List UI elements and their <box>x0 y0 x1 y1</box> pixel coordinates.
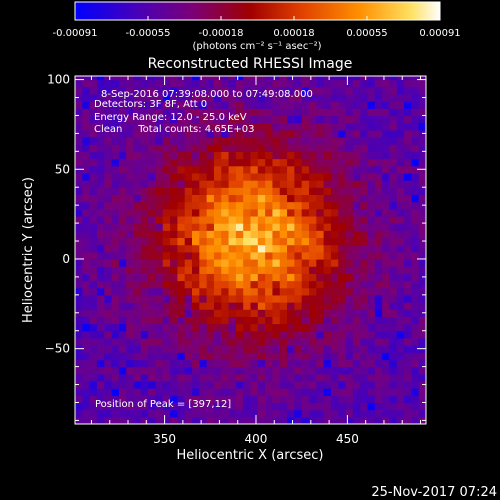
y-tick-label: 50 <box>55 162 70 176</box>
colorbar-tick-label: 0.00055 <box>346 28 387 39</box>
footer-timestamp: 25-Nov-2017 07:24 <box>371 485 497 500</box>
colorbar-tick-label: 0.00091 <box>419 28 460 39</box>
axis-ticks <box>75 76 426 424</box>
plot-frame <box>74 75 427 425</box>
colorbar-tick-label: 0.00018 <box>273 28 314 39</box>
x-tick-label: 450 <box>336 432 359 446</box>
colorbar-tick-label: -0.00091 <box>53 28 98 39</box>
x-axis-label: Heliocentric X (arcsec) <box>177 448 324 463</box>
heatmap-image <box>75 76 426 424</box>
colorbar-tick-label: -0.00055 <box>126 28 171 39</box>
colorbar-ticks <box>74 16 441 20</box>
annotation-block: 8-Sep-2016 07:39:08.000 to 07:49:08.000 … <box>94 89 313 135</box>
peak-position-label: Position of Peak = [397,12] <box>95 399 231 410</box>
y-tick-label: 0 <box>62 252 70 266</box>
y-tick-label: −50 <box>45 342 70 356</box>
annotation-detectors: Detectors: 3F 8F, Att 0 <box>94 99 207 110</box>
x-tick-label: 350 <box>153 432 176 446</box>
y-tick-label: 100 <box>47 73 70 87</box>
y-axis-label: Heliocentric Y (arcsec) <box>21 177 36 323</box>
chart-title: Reconstructed RHESSI Image <box>148 56 353 72</box>
annotation-clean-counts: Clean Total counts: 4.65E+03 <box>94 124 254 135</box>
colorbar <box>74 1 441 21</box>
colorbar-units: (photons cm⁻² s⁻¹ asec⁻²) <box>192 41 321 52</box>
annotation-energy-range: Energy Range: 12.0 - 25.0 keV <box>94 112 247 123</box>
colorbar-tick-label: -0.00018 <box>199 28 244 39</box>
colorbar-tick-labels: -0.00091 -0.00055 -0.00018 0.00018 0.00055 0.… <box>53 28 461 39</box>
y-tick-labels: 100 50 0 −50 <box>45 73 70 356</box>
x-tick-labels: 350 400 450 <box>153 432 359 446</box>
annotation-time-range: 8-Sep-2016 07:39:08.000 to 07:49:08.000 <box>101 89 313 100</box>
x-tick-label: 400 <box>245 432 268 446</box>
